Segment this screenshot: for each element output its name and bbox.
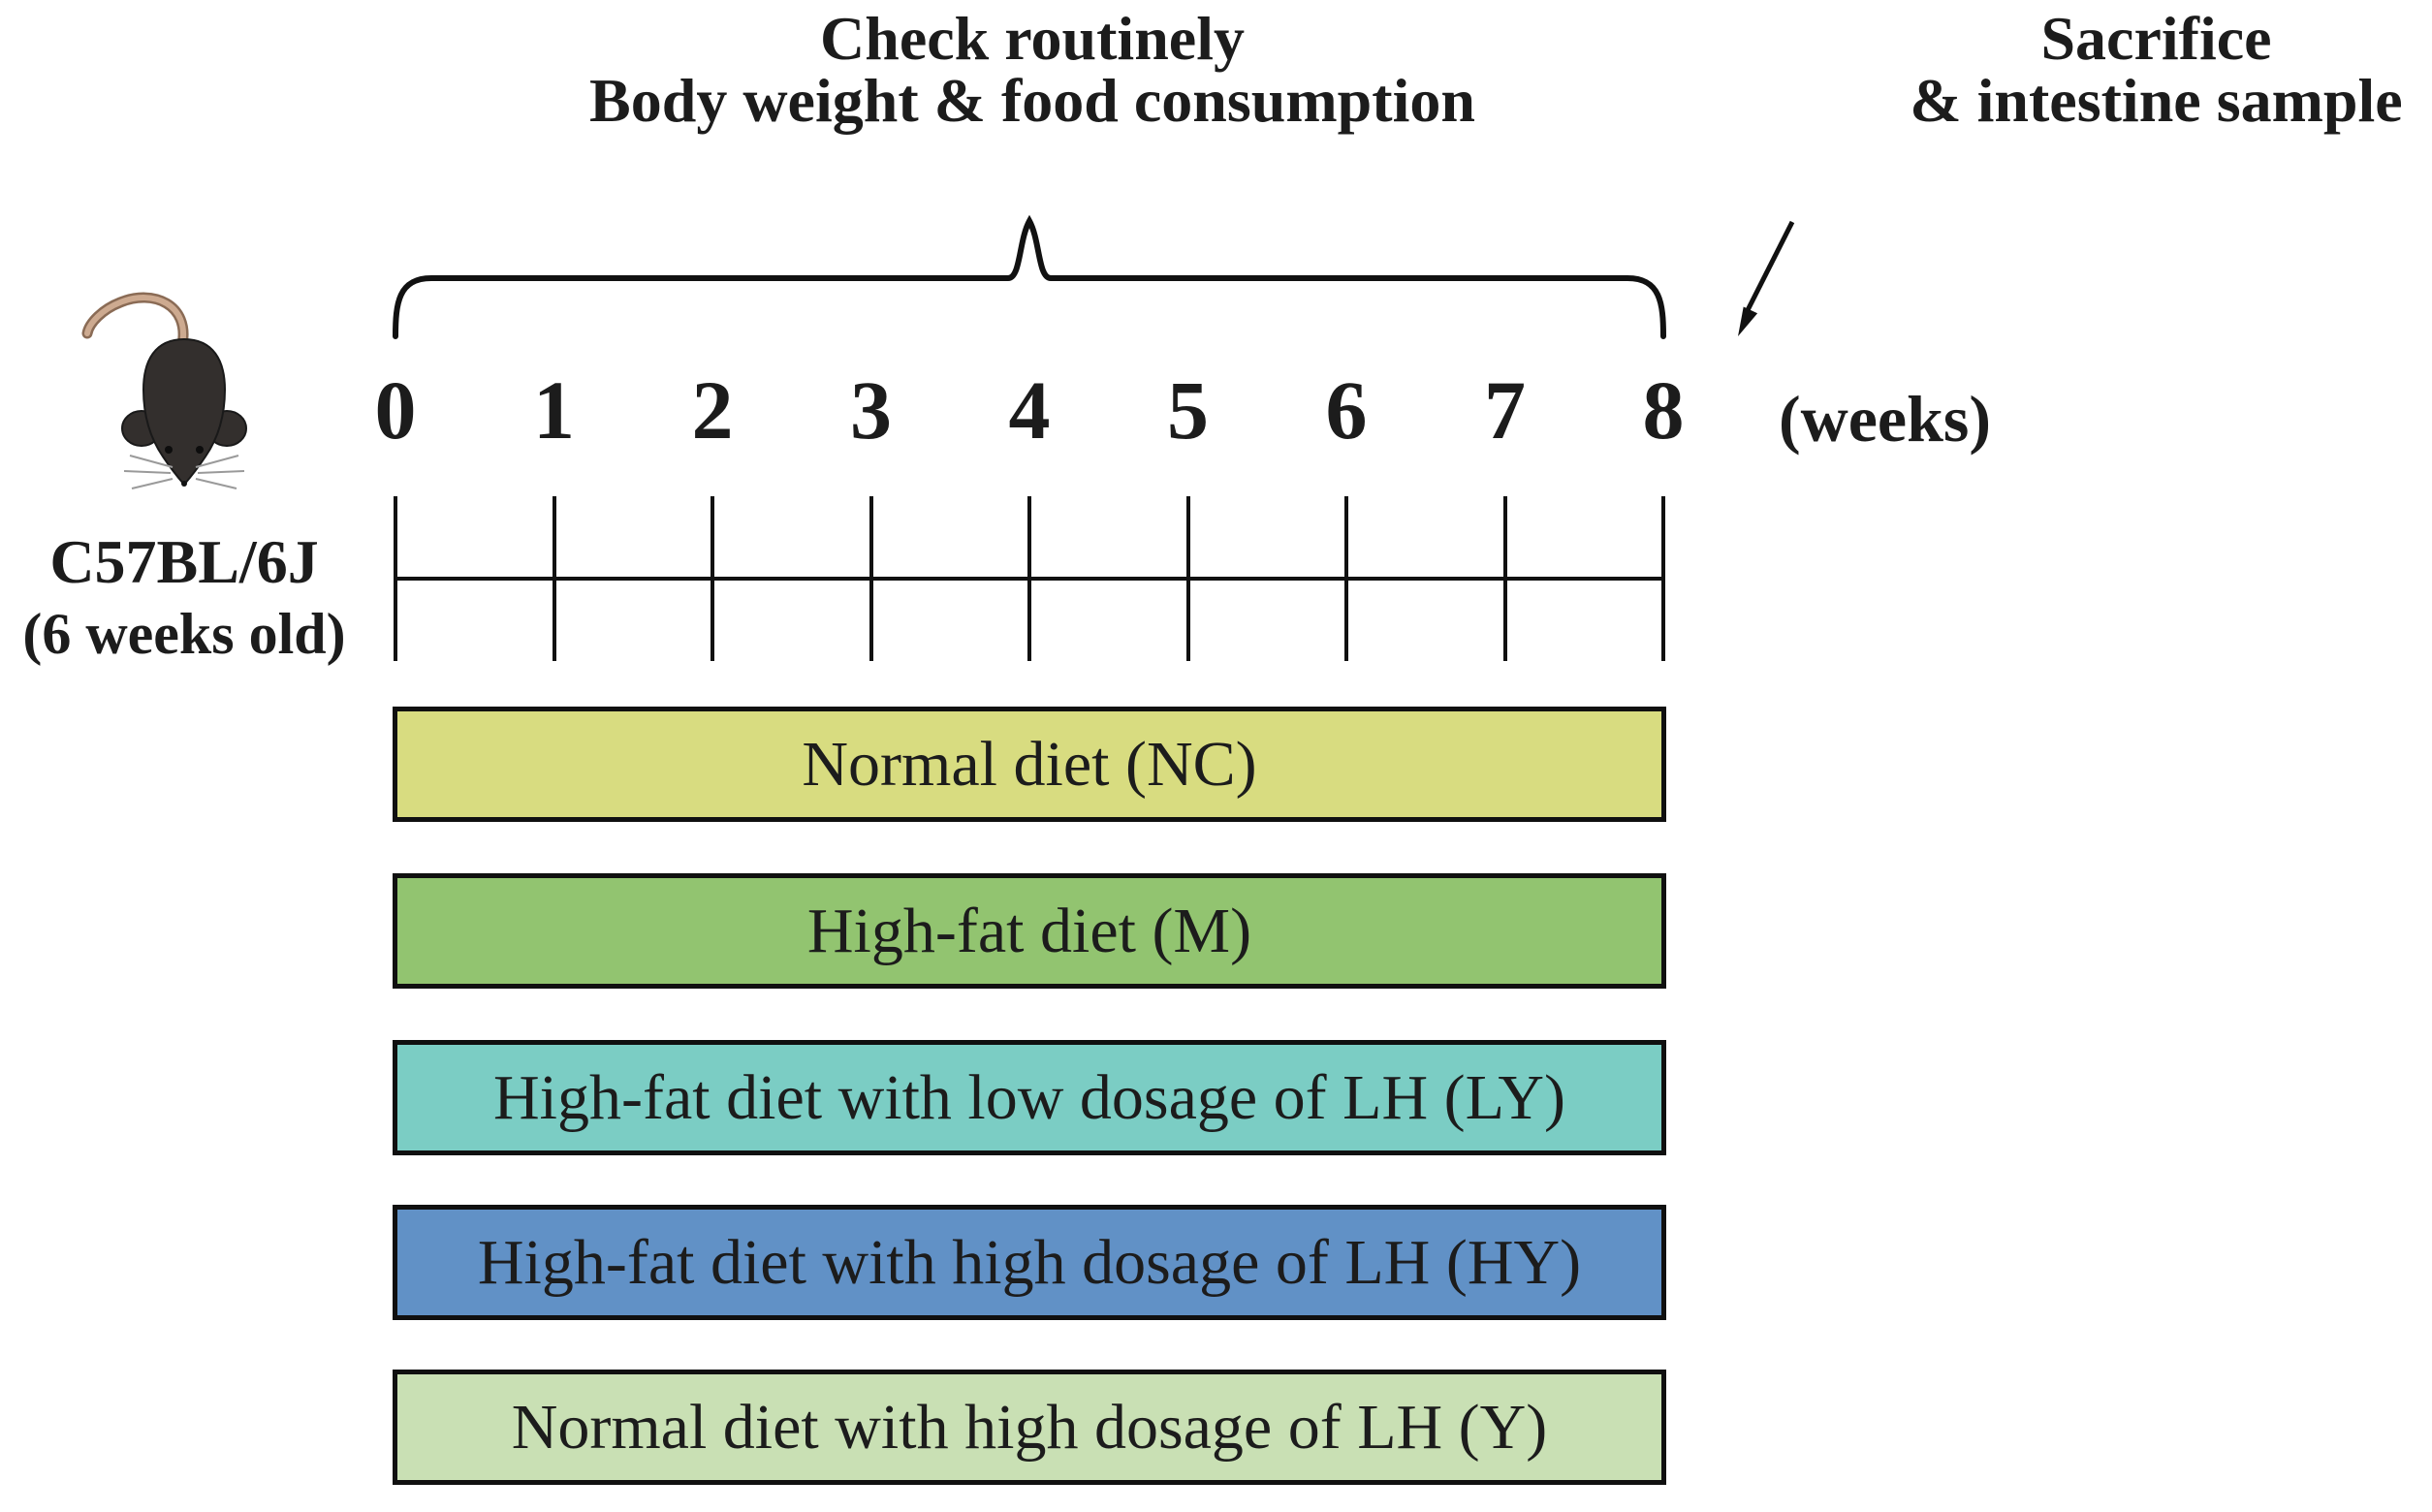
axis-tick-4	[1027, 496, 1031, 661]
timeline-tick-row	[394, 496, 1665, 661]
week-tick-label-3: 3	[850, 363, 892, 457]
week-tick-label-0: 0	[374, 363, 417, 457]
subject-strain-label: C57BL/6J	[49, 527, 319, 596]
axis-tick-8	[1661, 496, 1665, 661]
brace-icon	[393, 214, 1666, 339]
endpoint-line1: Sacrifice	[2040, 4, 2272, 73]
week-tick-label-8: 8	[1642, 363, 1685, 457]
group-bar-hy: High-fat diet with high dosage of LH (HY…	[393, 1205, 1666, 1320]
weeks-unit-label: (weeks)	[1779, 382, 1992, 456]
week-tick-label-5: 5	[1167, 363, 1209, 457]
group-label-ly: High-fat diet with low dosage of LH (LY)	[493, 1061, 1565, 1133]
group-bar-nc: Normal diet (NC)	[393, 707, 1666, 822]
monitoring-annotation: Check routinely Body weight & food consu…	[407, 8, 1658, 132]
axis-tick-6	[1344, 496, 1348, 661]
monitoring-line2: Body weight & food consumption	[589, 66, 1475, 135]
week-tick-label-6: 6	[1325, 363, 1368, 457]
axis-tick-0	[394, 496, 397, 661]
sacrifice-arrow-icon	[1738, 220, 1795, 336]
axis-tick-2	[711, 496, 714, 661]
group-label-y: Normal diet with high dosage of LH (Y)	[511, 1391, 1548, 1463]
week-tick-label-7: 7	[1484, 363, 1526, 457]
subject-age-label: (6 weeks old)	[22, 602, 346, 666]
axis-tick-3	[869, 496, 873, 661]
week-label-row: 0 1 2 3 4 5 6 7 8	[347, 368, 1712, 452]
axis-tick-5	[1185, 496, 1190, 661]
week-tick-label-2: 2	[691, 363, 734, 457]
group-bar-y: Normal diet with high dosage of LH (Y)	[393, 1370, 1666, 1485]
axis-tick-7	[1502, 496, 1507, 661]
axis-tick-1	[552, 496, 556, 661]
week-tick-label-4: 4	[1008, 363, 1051, 457]
group-bar-m: High-fat diet (M)	[393, 873, 1666, 989]
mouse-icon	[81, 292, 247, 489]
monitoring-line1: Check routinely	[820, 4, 1245, 73]
endpoint-annotation: Sacrifice & intestine sample	[1880, 8, 2432, 132]
group-label-hy: High-fat diet with high dosage of LH (HY…	[477, 1226, 1582, 1298]
group-label-nc: Normal diet (NC)	[802, 728, 1257, 800]
week-tick-label-1: 1	[533, 363, 575, 457]
group-bar-ly: High-fat diet with low dosage of LH (LY)	[393, 1040, 1666, 1155]
endpoint-line2: & intestine sample	[1910, 66, 2403, 135]
group-label-m: High-fat diet (M)	[806, 895, 1252, 966]
